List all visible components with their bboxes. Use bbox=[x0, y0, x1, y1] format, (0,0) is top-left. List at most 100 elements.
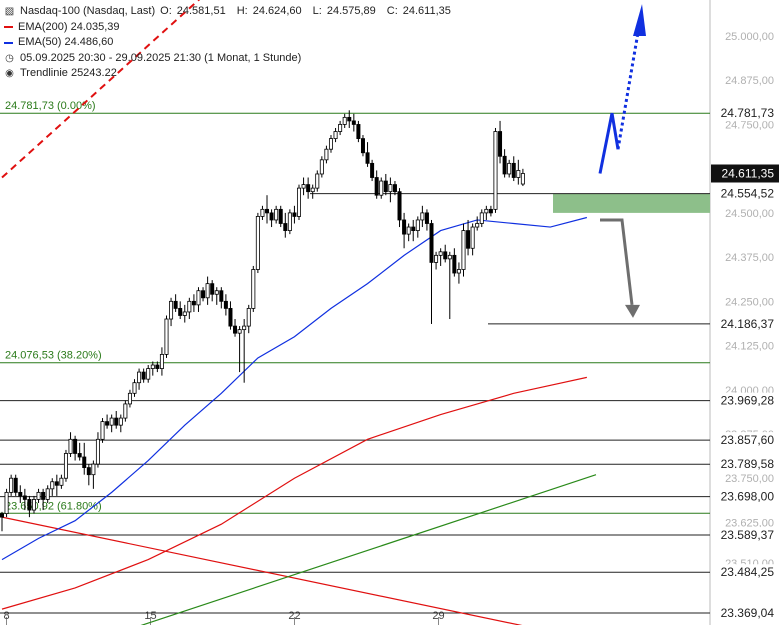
candle-body bbox=[365, 152, 370, 164]
candle-body bbox=[507, 162, 512, 175]
candle-body bbox=[132, 382, 137, 394]
candle-body bbox=[278, 208, 283, 224]
candle-body bbox=[59, 477, 64, 486]
candle-body bbox=[137, 371, 142, 384]
ema200-swatch-icon bbox=[4, 26, 13, 29]
candle-body bbox=[196, 290, 201, 306]
ema50-label: EMA(50) 24.486,60 bbox=[18, 36, 114, 48]
candle-body bbox=[27, 499, 32, 511]
candle-body bbox=[173, 300, 178, 309]
candle-body bbox=[287, 212, 292, 231]
candle-body bbox=[424, 212, 429, 224]
candle-body bbox=[397, 191, 402, 221]
candle-body bbox=[237, 329, 242, 334]
candle-body bbox=[77, 453, 82, 458]
candle-body bbox=[205, 283, 210, 299]
candle-body bbox=[191, 300, 196, 306]
candle-body bbox=[269, 212, 274, 221]
candle-body bbox=[502, 155, 507, 175]
candle-body bbox=[488, 208, 493, 214]
current-price-tag-bg bbox=[711, 164, 779, 183]
y-tick-label: 25.000,00 bbox=[725, 31, 774, 43]
level-tag-label: 24.554,52 bbox=[721, 187, 775, 201]
y-tick-label: 24.500,00 bbox=[725, 208, 774, 220]
level-tag-label: 23.857,60 bbox=[721, 433, 775, 447]
candle-body bbox=[63, 453, 68, 479]
candle-body bbox=[324, 148, 329, 161]
candle-body bbox=[109, 417, 114, 426]
candle-body bbox=[118, 417, 123, 426]
legend-ema50-row: EMA(50) 24.486,60 bbox=[4, 35, 457, 51]
candle-body bbox=[182, 311, 187, 316]
x-tick-label: 29 bbox=[432, 610, 444, 622]
legend-period-row: ◷ 05.09.2025 20:30 - 29.09.2025 21:30 (1… bbox=[4, 51, 457, 67]
candle-body bbox=[438, 251, 443, 256]
candle-body bbox=[306, 184, 311, 193]
candle-body bbox=[338, 124, 343, 132]
candle-body bbox=[150, 364, 155, 369]
ohlc-low-key: L: bbox=[312, 5, 322, 17]
candle-body bbox=[470, 226, 475, 249]
candle-body bbox=[22, 495, 27, 500]
candle-body bbox=[228, 308, 233, 327]
y-tick-label: 24.750,00 bbox=[725, 119, 774, 131]
candle-body bbox=[484, 208, 489, 214]
candle-body bbox=[9, 477, 14, 493]
candle-body bbox=[456, 269, 461, 274]
candle-body bbox=[479, 212, 484, 224]
candle-body bbox=[333, 131, 338, 139]
projection-down-line bbox=[600, 218, 634, 306]
candle-body bbox=[296, 187, 301, 217]
level-tag-label: 23.969,28 bbox=[721, 394, 775, 408]
candle-body bbox=[223, 300, 228, 309]
ohlc-low-value: 24.575,89 bbox=[326, 5, 376, 17]
fib-level-label: 24.076,53 (38.20%) bbox=[5, 350, 102, 362]
candle-body bbox=[360, 138, 365, 154]
y-tick-label: 23.750,00 bbox=[725, 473, 774, 485]
candle-body bbox=[214, 290, 219, 295]
level-tag-label: 24.186,37 bbox=[721, 317, 775, 331]
candle-body bbox=[520, 173, 525, 185]
level-tag-label: 23.698,00 bbox=[721, 490, 775, 504]
candle-body bbox=[411, 226, 416, 231]
fib-level-label: 23.650,92 (61.80%) bbox=[5, 500, 102, 512]
candle-body bbox=[392, 184, 397, 193]
candle-body bbox=[255, 216, 260, 270]
candle-body bbox=[82, 456, 87, 469]
candle-body bbox=[351, 120, 356, 125]
candle-body bbox=[86, 467, 91, 476]
candle-body bbox=[475, 223, 480, 228]
fib-level-label: 24.781,73 (0.00%) bbox=[5, 100, 96, 112]
candle-body bbox=[50, 481, 55, 490]
candle-body bbox=[420, 212, 425, 221]
level-tag-bg bbox=[711, 605, 779, 621]
current-price-tag-label: 24.611,35 bbox=[722, 166, 775, 180]
candle-body bbox=[68, 438, 73, 454]
candle-body bbox=[319, 159, 324, 175]
candle-body bbox=[379, 180, 384, 196]
level-tag-bg bbox=[711, 185, 779, 202]
candlestick-icon: ▧ bbox=[4, 6, 15, 17]
level-tag-bg bbox=[711, 527, 779, 544]
level-tag-bg bbox=[711, 315, 779, 332]
candle-body bbox=[251, 269, 256, 309]
candle-body bbox=[31, 499, 36, 511]
candle-body bbox=[178, 308, 183, 316]
projection-up-solid bbox=[598, 112, 620, 174]
candle-body bbox=[434, 254, 439, 263]
candle-body bbox=[13, 477, 18, 493]
chart-legend: ▧ Nasdaq-100 (Nasdaq, Last) O: 24.581,51… bbox=[4, 4, 457, 82]
candle-body bbox=[429, 223, 434, 263]
candle-body bbox=[260, 208, 265, 217]
candle-body bbox=[36, 491, 41, 500]
legend-instrument-row: ▧ Nasdaq-100 (Nasdaq, Last) O: 24.581,51… bbox=[4, 4, 457, 20]
candle-body bbox=[105, 421, 110, 426]
candle-body bbox=[54, 481, 59, 486]
ohlc-close-value: 24.611,35 bbox=[402, 5, 451, 17]
candle-body bbox=[246, 308, 251, 327]
candle-body bbox=[4, 491, 9, 515]
candle-body bbox=[155, 364, 160, 369]
candle-body bbox=[233, 325, 238, 334]
candle-body bbox=[511, 162, 516, 178]
